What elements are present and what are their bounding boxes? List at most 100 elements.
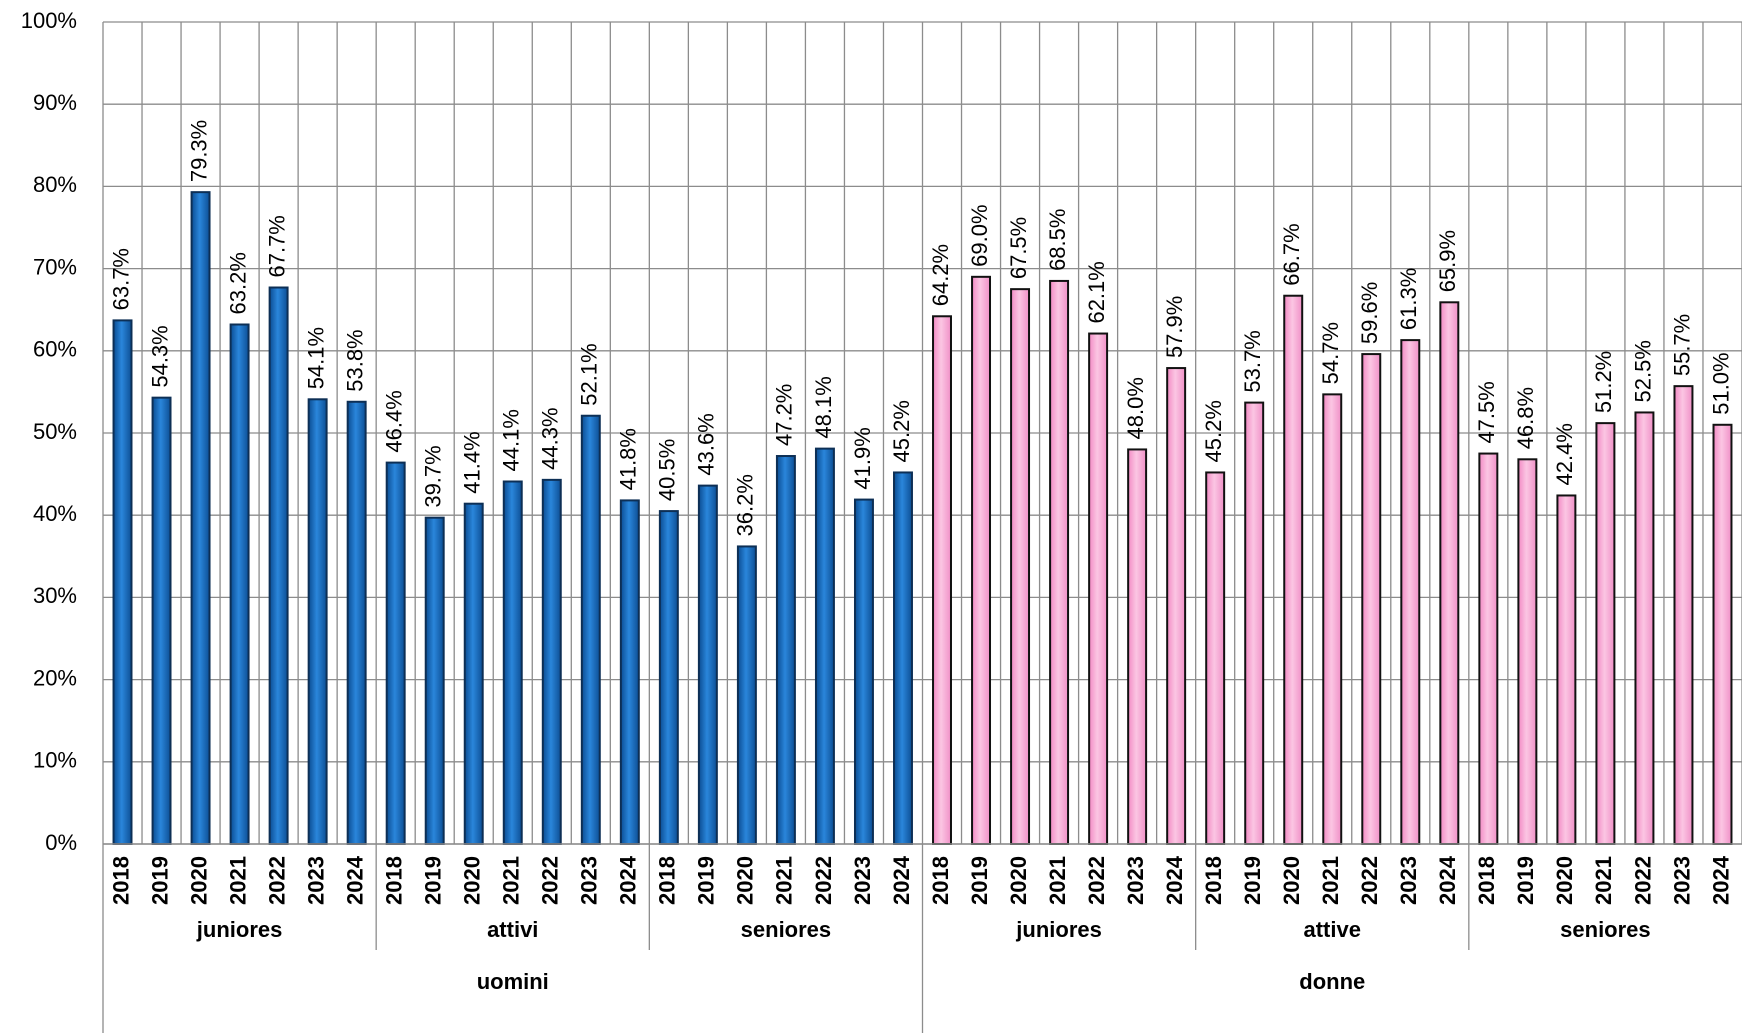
y-tick-label: 80% bbox=[33, 172, 77, 197]
x-tick-label: 2020 bbox=[1006, 856, 1031, 905]
x-tick-label: 2023 bbox=[1123, 856, 1148, 905]
y-tick-label: 50% bbox=[33, 419, 77, 444]
value-label: 53.7% bbox=[1240, 330, 1265, 392]
bar bbox=[1205, 471, 1226, 845]
value-label: 42.4% bbox=[1552, 423, 1577, 485]
bar bbox=[1400, 339, 1421, 845]
value-label: 65.9% bbox=[1435, 230, 1460, 292]
x-tick-label: 2024 bbox=[1435, 855, 1460, 905]
bar bbox=[580, 414, 601, 845]
group-label: juniores bbox=[196, 917, 283, 942]
value-label: 52.5% bbox=[1630, 340, 1655, 402]
bar bbox=[1127, 448, 1148, 845]
bar bbox=[1166, 367, 1187, 845]
bar bbox=[971, 275, 992, 845]
x-tick-label: 2023 bbox=[850, 856, 875, 905]
group-label: attivi bbox=[487, 917, 538, 942]
x-tick-label: 2021 bbox=[1045, 856, 1070, 905]
x-tick-label: 2018 bbox=[1474, 856, 1499, 905]
x-tick-label: 2022 bbox=[264, 856, 289, 905]
value-label: 53.8% bbox=[342, 329, 367, 391]
value-label: 46.8% bbox=[1513, 387, 1538, 449]
y-tick-label: 90% bbox=[33, 90, 77, 115]
bar bbox=[190, 191, 211, 846]
value-label: 51.2% bbox=[1591, 351, 1616, 413]
bar bbox=[112, 319, 133, 845]
bar bbox=[1478, 452, 1499, 845]
x-tick-label: 2022 bbox=[538, 856, 563, 905]
value-label: 79.3% bbox=[186, 120, 211, 182]
value-label: 54.3% bbox=[147, 325, 172, 387]
value-label: 69.0% bbox=[967, 204, 992, 266]
x-tick-label: 2018 bbox=[655, 856, 680, 905]
x-tick-label: 2021 bbox=[772, 856, 797, 905]
value-label: 59.6% bbox=[1357, 282, 1382, 344]
value-label: 66.7% bbox=[1279, 223, 1304, 285]
x-tick-label: 2020 bbox=[1279, 856, 1304, 905]
y-tick-label: 40% bbox=[33, 501, 77, 526]
value-label: 68.5% bbox=[1045, 209, 1070, 271]
value-label: 64.2% bbox=[928, 244, 953, 306]
x-tick-label: 2023 bbox=[1669, 856, 1694, 905]
value-label: 63.2% bbox=[225, 252, 250, 314]
bar bbox=[502, 480, 523, 845]
bar bbox=[658, 510, 679, 845]
x-tick-label: 2021 bbox=[225, 856, 250, 905]
value-label: 47.2% bbox=[772, 384, 797, 446]
bar bbox=[229, 323, 250, 846]
value-label: 44.1% bbox=[499, 409, 524, 471]
value-label: 41.8% bbox=[616, 428, 641, 490]
x-tick-label: 2023 bbox=[1396, 856, 1421, 905]
value-label: 54.1% bbox=[303, 327, 328, 389]
bar bbox=[424, 516, 445, 846]
x-tick-label: 2018 bbox=[928, 856, 953, 905]
bar bbox=[268, 286, 289, 846]
x-tick-label: 2024 bbox=[1162, 855, 1187, 905]
x-tick-label: 2023 bbox=[577, 856, 602, 905]
x-tick-label: 2022 bbox=[1084, 856, 1109, 905]
bar bbox=[1283, 294, 1304, 845]
bar bbox=[853, 498, 874, 845]
bar bbox=[1634, 411, 1655, 845]
value-label: 45.2% bbox=[889, 400, 914, 462]
bar bbox=[151, 396, 172, 845]
bar bbox=[1556, 494, 1577, 845]
value-label: 41.9% bbox=[850, 427, 875, 489]
bar bbox=[385, 461, 406, 845]
value-label: 44.3% bbox=[538, 407, 563, 469]
x-tick-label: 2018 bbox=[1201, 856, 1226, 905]
bar bbox=[1322, 393, 1343, 845]
x-tick-label: 2019 bbox=[694, 856, 719, 905]
bar bbox=[1010, 288, 1031, 845]
x-tick-label: 2024 bbox=[342, 855, 367, 905]
x-tick-label: 2018 bbox=[108, 856, 133, 905]
x-tick-label: 2019 bbox=[967, 856, 992, 905]
bar bbox=[1361, 353, 1382, 845]
x-tick-label: 2020 bbox=[733, 856, 758, 905]
group-label: juniores bbox=[1015, 917, 1102, 942]
x-tick-label: 2019 bbox=[421, 856, 446, 905]
x-tick-label: 2020 bbox=[460, 856, 485, 905]
bar bbox=[541, 478, 562, 845]
x-tick-label: 2021 bbox=[499, 856, 524, 905]
value-label: 48.0% bbox=[1123, 377, 1148, 439]
supergroup-label: uomini bbox=[477, 969, 549, 994]
bar bbox=[1439, 301, 1460, 845]
value-label: 57.9% bbox=[1162, 296, 1187, 358]
y-tick-label: 100% bbox=[21, 8, 77, 33]
x-tick-label: 2024 bbox=[1708, 855, 1733, 905]
x-tick-label: 2019 bbox=[147, 856, 172, 905]
value-label: 46.4% bbox=[381, 390, 406, 452]
bar bbox=[1712, 423, 1733, 845]
value-label: 41.4% bbox=[460, 431, 485, 493]
bar bbox=[1595, 422, 1616, 845]
x-tick-label: 2024 bbox=[889, 855, 914, 905]
value-label: 67.7% bbox=[264, 215, 289, 277]
x-tick-label: 2019 bbox=[1240, 856, 1265, 905]
bar bbox=[1244, 401, 1265, 845]
value-label: 63.7% bbox=[108, 248, 133, 310]
value-label: 40.5% bbox=[655, 439, 680, 501]
bar bbox=[1088, 332, 1109, 845]
